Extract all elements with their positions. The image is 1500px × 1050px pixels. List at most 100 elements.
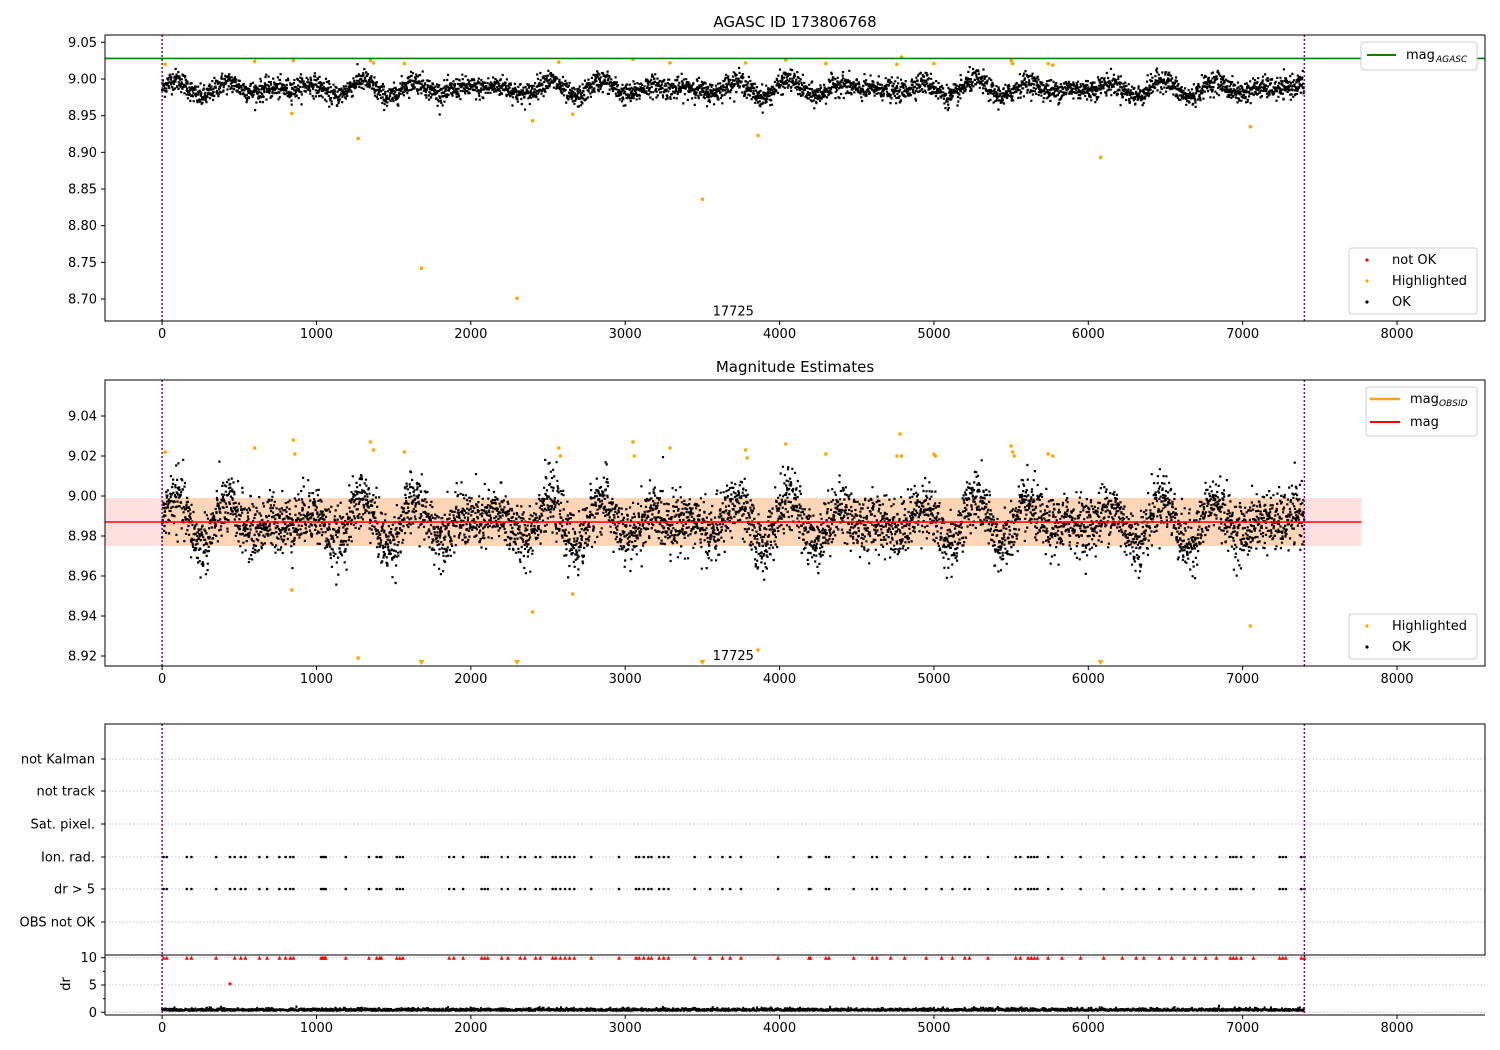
panel-agasc-magnitude: AGASC ID 173806768 8.70 8.75 8.80 8.85 8.90 8… bbox=[68, 13, 1486, 342]
x-tick-label-1-6: 6000 bbox=[1072, 327, 1105, 342]
highlighted-point-2-2 bbox=[289, 588, 294, 592]
dr-clipped-point-72 bbox=[962, 955, 967, 960]
dr-clipped-point-78 bbox=[1029, 955, 1034, 960]
flag-point-3-13 bbox=[288, 855, 292, 859]
dr-clipped-point-98 bbox=[1251, 955, 1256, 960]
highlighted-point-2-9 bbox=[558, 454, 563, 458]
flag-point-4-99 bbox=[1252, 887, 1255, 891]
dr-clipped-point-41 bbox=[563, 955, 567, 960]
flag-point-3-28 bbox=[452, 855, 456, 859]
flag-label-3: Ion. rad. bbox=[41, 851, 95, 866]
dr-clipped-point-69 bbox=[924, 955, 929, 960]
y-tick-label-2-4: 9.00 bbox=[68, 490, 97, 505]
flag-point-3-38 bbox=[539, 855, 542, 859]
flag-point-3-65 bbox=[852, 855, 855, 859]
flag-point-3-94 bbox=[1215, 855, 1218, 859]
flag-point-3-84 bbox=[1079, 855, 1082, 859]
flag-point-3-71 bbox=[940, 855, 943, 859]
dr-clipped-point-39 bbox=[553, 955, 558, 960]
flag-point-4-64 bbox=[827, 887, 831, 891]
dr-clipped-point-28 bbox=[461, 955, 466, 960]
flag-point-4-28 bbox=[452, 887, 456, 891]
flag-point-4-59 bbox=[739, 887, 743, 891]
flag-point-3-39 bbox=[551, 855, 554, 859]
flag-point-4-13 bbox=[288, 887, 292, 891]
flag-point-3-77 bbox=[1019, 855, 1022, 859]
flag-point-4-18 bbox=[324, 887, 328, 891]
flag-point-3-56 bbox=[708, 855, 712, 859]
flag-point-4-36 bbox=[523, 887, 527, 891]
flag-point-3-26 bbox=[401, 855, 405, 859]
x-tick-label-1-8: 8000 bbox=[1380, 327, 1413, 342]
highlighted-point-2-22 bbox=[1009, 444, 1013, 448]
flag-label-2: Sat. pixel. bbox=[31, 818, 95, 833]
flag-point-4-19 bbox=[344, 887, 348, 891]
dr-clipped-point-40 bbox=[558, 955, 563, 960]
flag-point-3-78 bbox=[1026, 855, 1030, 859]
highlighted-point-2-16 bbox=[824, 452, 828, 456]
flag-point-3-103 bbox=[1300, 855, 1303, 859]
panel-2-legend-upper: mag OBSID mag bbox=[1365, 386, 1478, 437]
flag-point-3-21 bbox=[375, 855, 378, 859]
dr-clipped-point-3 bbox=[189, 955, 194, 960]
flag-point-4-52 bbox=[657, 887, 661, 891]
flag-point-4-91 bbox=[1182, 887, 1186, 891]
dr-clipped-point-90 bbox=[1181, 955, 1186, 960]
flag-point-3-51 bbox=[650, 855, 653, 859]
dr-clipped-point-8 bbox=[257, 955, 262, 960]
flag-point-4-76 bbox=[1014, 887, 1018, 891]
flag-point-4-38 bbox=[539, 887, 542, 891]
dr-clipped-point-23 bbox=[394, 955, 399, 960]
dr-y-tick-label-1: 5 bbox=[89, 979, 97, 994]
x-tick-label-2-1: 1000 bbox=[300, 672, 333, 687]
flag-point-4-30 bbox=[480, 887, 483, 891]
y-tick-label-2-5: 9.02 bbox=[68, 450, 97, 465]
flag-point-4-56 bbox=[708, 887, 712, 891]
flag-point-4-67 bbox=[875, 887, 879, 891]
flag-point-3-30 bbox=[480, 855, 483, 859]
flag-point-4-4 bbox=[214, 887, 218, 891]
flag-point-4-80 bbox=[1032, 887, 1036, 891]
flag-point-4-1 bbox=[165, 887, 169, 891]
flag-point-3-50 bbox=[647, 855, 650, 859]
flag-point-3-31 bbox=[483, 855, 487, 859]
x-tick-label-1-4: 4000 bbox=[763, 327, 796, 342]
highlighted-point-2-27 bbox=[356, 656, 360, 660]
highlighted-point-2-4 bbox=[293, 452, 297, 456]
dr-y-tick-label-2: 10 bbox=[80, 951, 97, 966]
highlighted-point-1-16 bbox=[557, 60, 561, 64]
flag-point-4-0 bbox=[162, 887, 165, 891]
flag-point-3-70 bbox=[924, 855, 928, 859]
highlighted-point-1-2 bbox=[289, 111, 294, 116]
flag-point-4-57 bbox=[721, 887, 724, 891]
y-tick-label-2-2: 8.96 bbox=[68, 570, 97, 585]
flag-point-4-42 bbox=[563, 887, 567, 891]
flag-point-3-19 bbox=[344, 855, 348, 859]
flag-point-4-101 bbox=[1281, 887, 1285, 891]
highlighted-point-1-28 bbox=[1050, 63, 1055, 67]
flag-label-4: dr > 5 bbox=[54, 883, 95, 898]
flag-point-4-65 bbox=[852, 887, 855, 891]
panel-2-legend: Highlighted OK bbox=[1348, 613, 1478, 660]
dr-clipped-point-19 bbox=[366, 955, 371, 960]
flag-point-4-86 bbox=[1120, 887, 1124, 891]
x-tick-label-1-2: 2000 bbox=[454, 327, 487, 342]
legend-not-ok-marker bbox=[1365, 258, 1369, 262]
flag-point-4-23 bbox=[380, 887, 383, 891]
flag-point-3-69 bbox=[903, 855, 906, 859]
panel-1-obsid-annotation: 17725 bbox=[713, 304, 754, 319]
highlighted-point-2-13 bbox=[743, 448, 748, 452]
dr-clipped-point-87 bbox=[1141, 955, 1146, 960]
legend-highlighted-label: Highlighted bbox=[1392, 274, 1467, 289]
flag-point-4-83 bbox=[1060, 887, 1064, 891]
dr-baseline-points bbox=[161, 1004, 1305, 1012]
dr-clipped-point-61 bbox=[808, 955, 813, 960]
panel-1-frame bbox=[104, 34, 1486, 322]
panel-1-title: AGASC ID 173806768 bbox=[713, 13, 876, 31]
flag-point-3-95 bbox=[1229, 855, 1232, 859]
dr-clipped-point-70 bbox=[939, 955, 944, 960]
legend-mag-agasc-label: mag bbox=[1406, 48, 1435, 63]
dr-clipped-point-94 bbox=[1228, 955, 1233, 960]
dr-clipped-point-32 bbox=[499, 955, 504, 960]
panel-2-obsid-annotation: 17725 bbox=[713, 649, 754, 664]
